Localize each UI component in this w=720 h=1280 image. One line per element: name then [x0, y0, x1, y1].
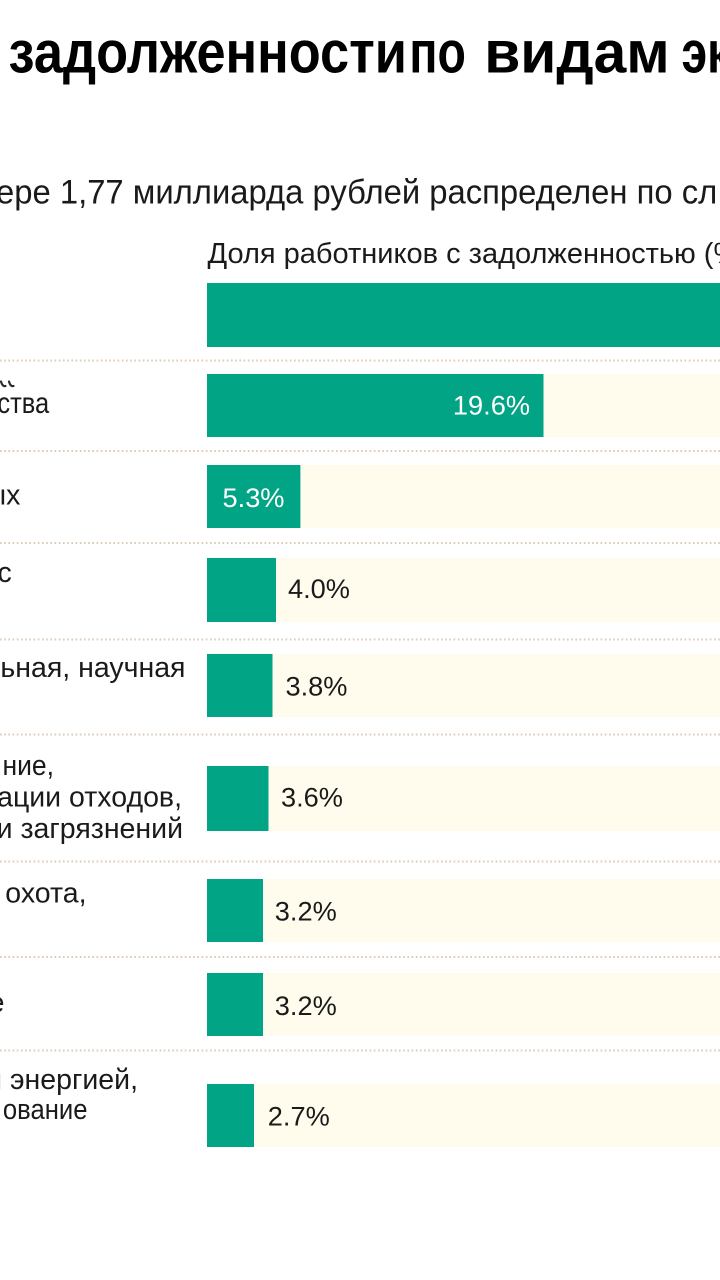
- svg-text:2.7%: 2.7%: [268, 1101, 330, 1132]
- svg-text:ства: ства: [0, 386, 50, 419]
- svg-text:ископаемых: ископаемых: [0, 480, 20, 512]
- svg-text:3.6%: 3.6%: [281, 782, 343, 813]
- svg-text:хозяйство, охота,: хозяйство, охота,: [0, 877, 87, 909]
- svg-text:ние,: ние,: [2, 749, 54, 781]
- svg-text:19.6%: 19.6%: [453, 390, 530, 421]
- svg-text:5.3%: 5.3%: [223, 482, 285, 513]
- svg-text:3.2%: 3.2%: [275, 896, 337, 927]
- svg-text:задолженности: задолженности: [9, 18, 407, 85]
- svg-text:и загрязнений: и загрязнений: [0, 813, 183, 845]
- svg-text:эко: эко: [682, 20, 720, 86]
- svg-text:Профессиональная, научная: Профессиональная, научная: [0, 652, 186, 684]
- svg-text:3.8%: 3.8%: [286, 671, 348, 702]
- svg-text:машиностроение: машиностроение: [0, 987, 5, 1019]
- svg-text:утилизации отходов,: утилизации отходов,: [0, 782, 182, 814]
- svg-text:4.0%: 4.0%: [288, 573, 350, 604]
- svg-text:видам: видам: [484, 18, 669, 86]
- svg-text:Доля работников с задолженност: Доля работников с задолженностью (%): [208, 238, 720, 270]
- svg-text:3.2%: 3.2%: [275, 990, 337, 1021]
- svg-text:ере 1,77 миллиарда рублей расп: ере 1,77 миллиарда рублей распределен по…: [0, 174, 717, 212]
- svg-text:бизнес: бизнес: [0, 557, 12, 589]
- svg-text:ование: ование: [3, 1093, 88, 1126]
- svg-text:й энергией,: й энергией,: [0, 1064, 138, 1096]
- svg-text:по: по: [409, 20, 465, 86]
